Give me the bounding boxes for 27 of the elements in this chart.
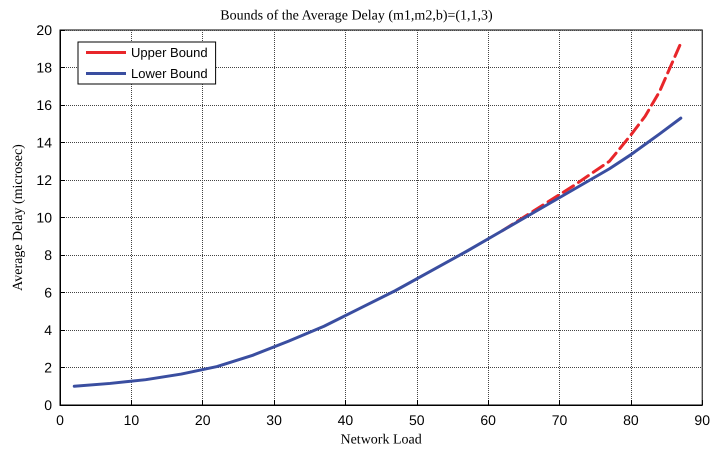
line-series <box>72 116 682 388</box>
x-tick-label: 20 <box>194 412 211 428</box>
legend-label: Upper Bound <box>131 45 208 60</box>
x-tick-label: 40 <box>338 412 354 428</box>
y-tick-label: 0 <box>44 397 52 413</box>
y-tick-label: 16 <box>36 97 52 113</box>
y-tick-label: 6 <box>44 284 52 300</box>
y-tick-label: 18 <box>36 60 52 76</box>
chart-title: Bounds of the Average Delay (m1,m2,b)=(1,1,3) <box>220 8 494 24</box>
y-tick-label: 14 <box>36 134 52 150</box>
x-tick-label: 70 <box>552 412 568 428</box>
y-tick-label: 8 <box>44 247 52 263</box>
x-tick-label: 30 <box>266 412 282 428</box>
x-tick-label: 60 <box>480 412 496 428</box>
y-tick-label: 4 <box>44 322 52 338</box>
x-tick-label: 80 <box>623 412 639 428</box>
x-tick-label: 50 <box>408 412 425 428</box>
y-tick-label: 10 <box>36 210 52 226</box>
y-tick-label: 20 <box>36 22 52 38</box>
y-tick-label: 12 <box>36 172 52 188</box>
x-tick-label: 90 <box>694 412 710 428</box>
legend-label: Lower Bound <box>131 66 208 81</box>
y-tick-label: 2 <box>44 360 52 376</box>
x-axis-title: Network Load <box>340 432 422 448</box>
x-tick-label: 10 <box>124 412 140 428</box>
x-tick-label: 0 <box>56 412 64 428</box>
y-axis-title: Average Delay (microsec) <box>11 144 26 291</box>
